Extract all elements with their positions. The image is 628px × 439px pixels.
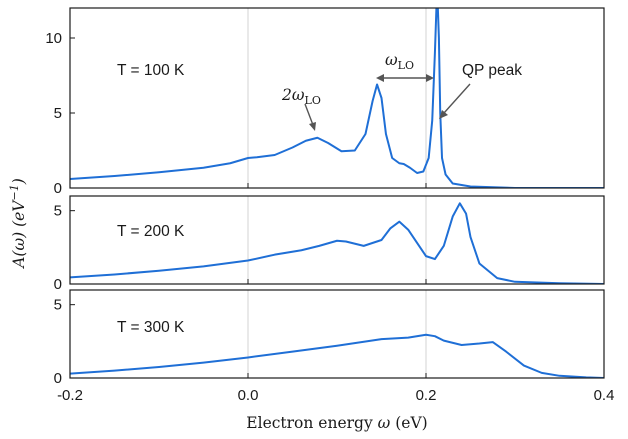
panel-label-300k: T = 300 K [117,319,185,336]
two-omega-lo-arrowhead [309,122,316,131]
panel-frame-bottom [69,289,605,379]
ytick-label-top-10: 10 [45,30,62,47]
ytick-label-top-0: 0 [54,180,62,197]
ytick-label-top-5: 5 [54,105,62,122]
ytick-label-bottom-0: 0 [54,370,62,387]
panel-label-200k: T = 200 K [117,223,185,240]
spectral-curve-top [70,8,604,188]
two-omega-lo-arrow [304,103,314,126]
xtick-label-0.2: 0.2 [416,387,437,404]
ytick-label-middle-0: 0 [54,276,62,293]
qp-peak-arrowhead [439,110,448,119]
qp-peak-arrow [443,83,471,114]
omega-lo-arrowhead-left [376,74,384,82]
x-axis-label: Electron energy ω (eV) [246,414,427,432]
ytick-label-middle-5: 5 [54,203,62,220]
panel-frame-middle [69,195,605,285]
xtick-label-0: 0.0 [238,387,259,404]
panel-label-100k: T = 100 K [117,62,185,79]
spectral-curve-bottom [70,333,604,378]
spectral-curve-middle [70,202,604,284]
xtick-label-0.4: 0.4 [594,387,615,404]
omega-lo-arrowhead-right [426,74,434,82]
omega-lo-label: ωLO [385,51,414,72]
qp-peak-label: QP peak [462,62,522,79]
ytick-label-bottom-5: 5 [54,297,62,314]
panel-frame-top [69,7,605,189]
two-omega-lo-label: 2ωLO [281,86,321,107]
y-axis-label: A(ω) (eV−1) [8,178,28,270]
xtick-label--0.2: -0.2 [57,387,83,404]
